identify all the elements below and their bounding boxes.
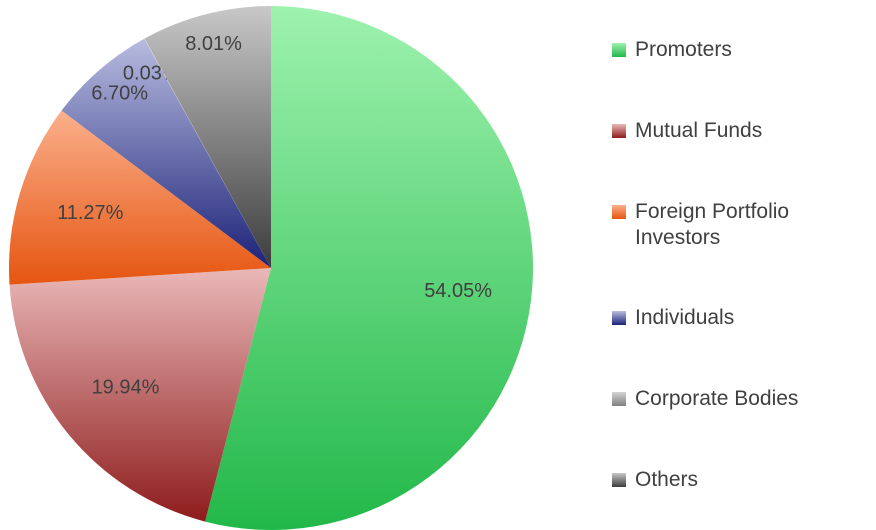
legend-item: Individuals — [612, 305, 872, 331]
legend-swatch — [612, 123, 626, 138]
legend-swatch — [612, 311, 626, 326]
legend: Promoters Mutual Funds Foreign Portfolio I… — [612, 10, 872, 520]
legend-item: Promoters — [612, 37, 872, 63]
legend-label: Promoters — [635, 38, 732, 62]
legend-item: Mutual Funds — [612, 118, 872, 144]
legend-label: Others — [635, 467, 699, 491]
pie-slice — [205, 6, 533, 530]
pie-slice — [144, 38, 271, 268]
data-label: 8.01% — [185, 33, 242, 55]
legend-item: Others — [612, 467, 872, 493]
legend-swatch — [612, 204, 626, 219]
data-label: 54.05% — [424, 280, 492, 302]
legend-label: Corporate Bodies — [635, 386, 799, 410]
legend-item: Foreign Portfolio Investors — [612, 199, 872, 251]
pie-slice — [61, 38, 272, 268]
pie-slice — [9, 268, 272, 522]
data-label: 19.94% — [92, 376, 160, 398]
legend-label: Mutual Funds — [635, 118, 763, 142]
legend-swatch — [612, 43, 626, 58]
pie-slice — [144, 6, 271, 268]
data-label: 11.27% — [57, 202, 124, 224]
legend-item: Corporate Bodies — [612, 386, 872, 412]
data-label: 6.70% — [91, 82, 148, 104]
legend-swatch — [612, 391, 626, 406]
legend-label: Individuals — [635, 306, 735, 330]
legend-label: Foreign Portfolio Investors — [635, 199, 790, 249]
legend-swatch — [612, 472, 626, 487]
pie-slice — [8, 110, 271, 285]
